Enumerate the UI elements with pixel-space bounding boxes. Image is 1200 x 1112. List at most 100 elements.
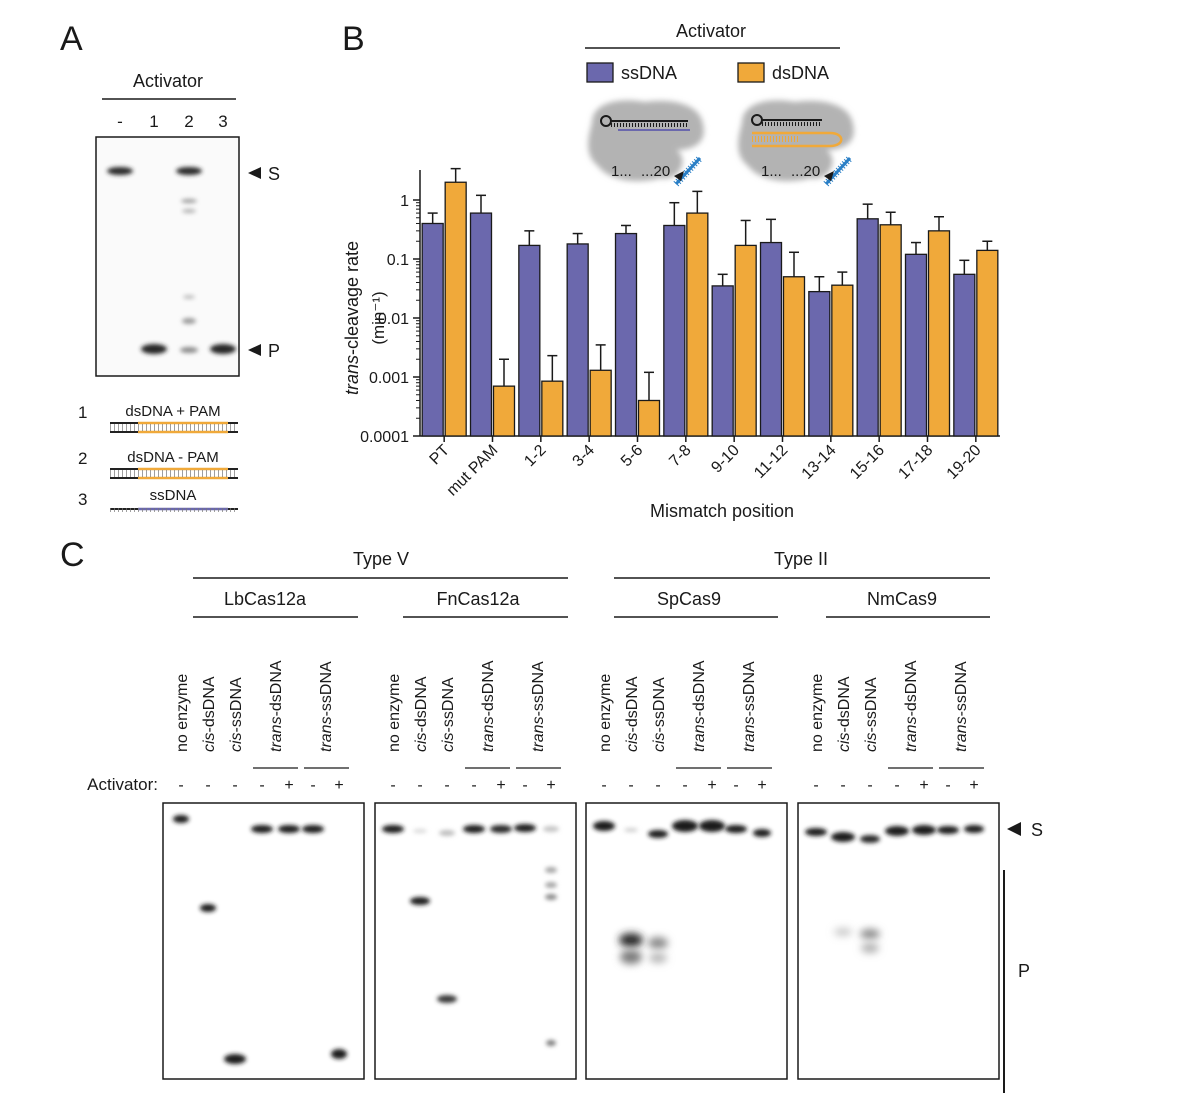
bar-dsdna-17-18 — [927, 230, 951, 437]
legend-text: dsDNA + PAM — [125, 403, 220, 420]
legend-swatch-ssdna — [586, 62, 614, 83]
gel-band — [543, 826, 559, 832]
lane-label: cis-dsDNA — [201, 676, 218, 752]
gel-band — [593, 821, 615, 831]
gel-frame — [162, 802, 365, 1080]
lane-label: cis-ssDNA — [651, 677, 668, 752]
x-tick-label: 19-20 — [944, 442, 985, 483]
cartoon-number-start: 1... — [761, 163, 782, 180]
gel-frame — [374, 802, 577, 1080]
enzyme-label: SpCas9 — [657, 589, 721, 609]
activator-sign: - — [259, 777, 264, 794]
y-tick-label: 0.1 — [387, 252, 409, 269]
gel-band — [624, 828, 638, 832]
enzyme-label: LbCas12a — [224, 589, 307, 609]
cas12a-dsdna-cartoon: 1... ...20 — [738, 100, 854, 187]
cartoon-number-end: ...20 — [791, 163, 820, 180]
lane-label: no enzyme — [174, 674, 191, 752]
activator-sign: - — [945, 777, 950, 794]
gel-band — [861, 943, 879, 953]
lane-label: cis-ssDNA — [228, 677, 245, 752]
gel-band — [937, 826, 959, 834]
legend-text: ssDNA — [150, 487, 197, 504]
gel-band — [173, 815, 189, 823]
bar-dsdna-3-4 — [589, 369, 612, 437]
gel-band — [514, 824, 536, 832]
bar-ssdna-7-8 — [663, 224, 686, 437]
gel-band — [648, 830, 668, 838]
panel-a-s-marker: S — [268, 164, 280, 184]
x-tick-label: PT — [427, 442, 454, 469]
gel-band — [619, 933, 643, 947]
cartoon-number-start: 1... — [611, 163, 632, 180]
gel-band — [331, 1049, 347, 1059]
lane-label: no enzyme — [597, 674, 614, 752]
activator-sign: - — [310, 777, 315, 794]
gel-band — [439, 830, 455, 836]
lane-label: trans-ssDNA — [741, 661, 758, 752]
legend-number: 1 — [78, 403, 87, 422]
y-axis-label-italic: trans — [342, 355, 362, 395]
panel-c-s-marker: S — [1031, 820, 1043, 840]
gel-band — [463, 825, 485, 833]
group-label-type-ii: Type II — [774, 549, 828, 569]
lane-label: trans-dsDNA — [691, 660, 708, 752]
gel-band — [649, 953, 667, 963]
gel-band — [885, 826, 909, 836]
dsdna-nopam-cartoon — [110, 467, 238, 480]
gel-band — [183, 295, 195, 299]
lane-label: trans-ssDNA — [318, 661, 335, 752]
enzyme-label: FnCas12a — [436, 589, 520, 609]
activator-row-label: Activator: — [87, 775, 158, 794]
lane-label: trans-ssDNA — [530, 661, 547, 752]
gel-band — [224, 1054, 246, 1064]
activator-sign: + — [707, 777, 716, 794]
group-label-type-v: Type V — [353, 549, 409, 569]
gel-band — [251, 825, 273, 833]
gel-band — [437, 995, 457, 1003]
panel-a: A Activator - 1 2 3 S P 1 dsDNA + PAM — [60, 20, 280, 512]
gel-band — [176, 167, 202, 175]
lane-label: trans-dsDNA — [903, 660, 920, 752]
x-tick-label: 5-6 — [618, 442, 646, 470]
y-tick-label: 0.001 — [369, 370, 409, 387]
bar-ssdna-15-16 — [856, 218, 879, 437]
activator-sign: + — [757, 777, 766, 794]
bar-dsdna-13-14 — [831, 284, 854, 437]
y-axis-label-rest: -cleavage rate — [342, 241, 362, 355]
activator-sign: - — [894, 777, 899, 794]
panel-a-lane-2: 1 — [149, 112, 158, 131]
lane-label: cis-ssDNA — [440, 677, 457, 752]
panel-a-legend: 1 dsDNA + PAM 2 dsDNA - PAM 3 ssDNA — [78, 403, 238, 512]
activator-sign: - — [417, 777, 422, 794]
gel-band — [648, 937, 668, 949]
panel-b: B Activator ssDNA dsDNA 1... ...20 — [342, 20, 1000, 521]
activator-sign: - — [390, 777, 395, 794]
bar-ssdna-pt — [421, 222, 444, 437]
x-tick-label: 1-2 — [521, 442, 549, 470]
x-axis-label: Mismatch position — [650, 501, 794, 521]
gel-band — [753, 829, 771, 837]
lane-label: cis-ssDNA — [863, 677, 880, 752]
panel-b-label: B — [342, 20, 365, 58]
panel-a-s-arrow — [248, 167, 261, 179]
x-tick-label: 7-8 — [666, 442, 694, 470]
gel-band — [210, 344, 236, 354]
activator-sign: + — [284, 777, 293, 794]
lane-label: trans-dsDNA — [268, 660, 285, 752]
lane-label: no enzyme — [809, 674, 826, 752]
panel-c-s-arrow — [1007, 822, 1021, 836]
legend-text: dsDNA - PAM — [127, 449, 218, 466]
bar-dsdna-9-10 — [734, 244, 757, 437]
gel-band — [725, 825, 747, 833]
gel-band — [912, 825, 936, 835]
gel-band — [672, 820, 698, 832]
legend-label-dsdna: dsDNA — [772, 63, 829, 83]
gel-band — [964, 825, 984, 833]
panel-a-p-arrow — [248, 344, 261, 356]
activator-sign: - — [444, 777, 449, 794]
y-tick-label: 0.0001 — [360, 429, 409, 446]
bar-ssdna-3-4 — [566, 243, 589, 437]
bar-ssdna-17-18 — [904, 253, 928, 437]
